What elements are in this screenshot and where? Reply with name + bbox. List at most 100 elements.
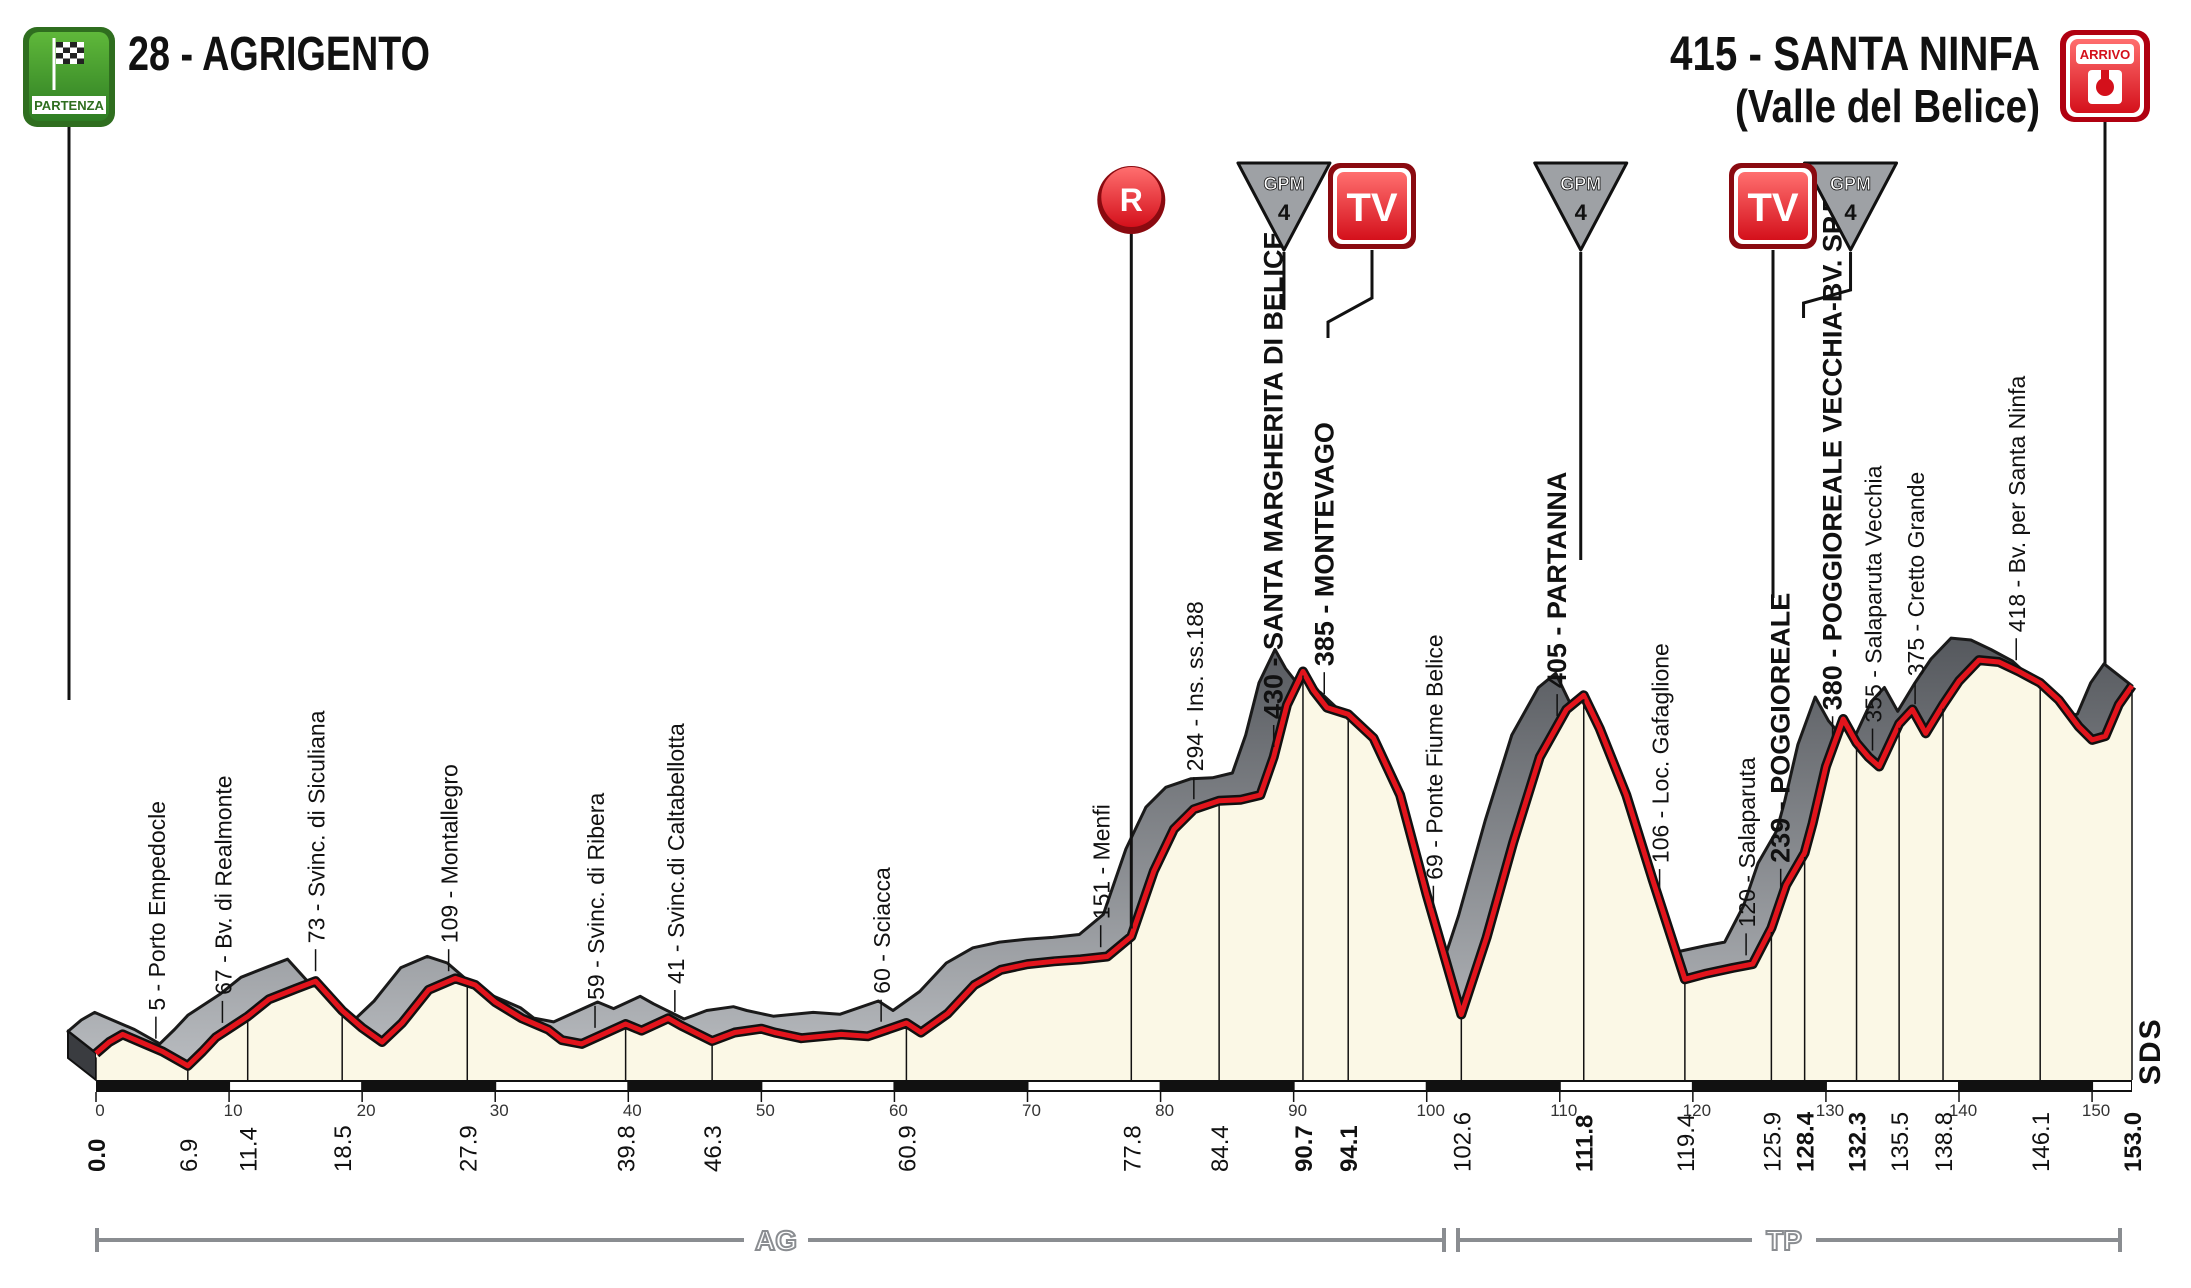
- x-tick-label: 140: [1949, 1101, 1977, 1120]
- place-label: 109 - Montallegro: [437, 764, 463, 943]
- km-label: 0.0: [84, 1139, 111, 1172]
- km-axis: 0 10 20 30 40 50 60 70 80 90 100 110 120 130 140 150 0.0…: [84, 1080, 2147, 1172]
- gpm-category: 4: [1278, 200, 1291, 225]
- region-label-tp: TP: [1766, 1225, 1802, 1256]
- place-label: 355 - Salaparuta Vecchia: [1861, 465, 1887, 722]
- x-tick-label: 70: [1022, 1101, 1041, 1120]
- x-tick-label: 150: [2082, 1101, 2110, 1120]
- gpm-category: 4: [1844, 200, 1857, 225]
- place-label: 5 - Porto Empedocle: [144, 801, 170, 1011]
- tv-icon: [1738, 172, 1808, 240]
- tv-icon: [1337, 172, 1407, 240]
- km-label: 94.1: [1336, 1125, 1363, 1172]
- tv-label: TV: [1747, 186, 1798, 230]
- gpm-category: 4: [1575, 200, 1588, 225]
- km-label: 77.8: [1119, 1125, 1146, 1172]
- x-tick-label: 80: [1155, 1101, 1174, 1120]
- region-label-ag: AG: [755, 1225, 797, 1256]
- place-label: 294 - Ins. ss.188: [1182, 601, 1208, 771]
- km-label: 119.4: [1673, 1114, 1700, 1172]
- x-tick-label: 130: [1816, 1101, 1844, 1120]
- km-label: 125.9: [1759, 1112, 1786, 1172]
- tv-marker: TV: [1729, 163, 1817, 249]
- route-markers: R GPM 4 GPM 4 GPM 4 TV TV: [1097, 161, 1899, 929]
- gpm-marker: GPM 4: [1236, 161, 1332, 252]
- place-label: 59 - Svinc. di Ribera: [583, 793, 609, 1000]
- km-label: 146.1: [2028, 1112, 2055, 1172]
- km-label: 39.8: [614, 1125, 641, 1172]
- km-label: 18.5: [330, 1125, 357, 1172]
- checkered-flag-icon: [52, 38, 84, 90]
- gpm-pole: [1802, 252, 1853, 318]
- km-label: 11.4: [236, 1127, 263, 1172]
- x-tick-label: 90: [1288, 1101, 1307, 1120]
- start-badge-label: PARTENZA: [34, 98, 104, 113]
- finish-line-icon: [2088, 70, 2122, 104]
- x-tick-label: 30: [490, 1101, 509, 1120]
- gpm-label: GPM: [1263, 174, 1304, 194]
- place-label: 239 - POGGIOREALE: [1766, 593, 1796, 863]
- region-bar-ag: AG: [95, 1222, 1446, 1257]
- profile-fill: [96, 660, 2132, 1080]
- gpm-label: GPM: [1560, 174, 1601, 194]
- finish-subtitle: (Valle del Belice): [1735, 80, 2040, 132]
- place-label: 430 - SANTA MARGHERITA DI BELICE: [1259, 231, 1289, 719]
- km-label: 27.9: [455, 1125, 482, 1172]
- finish-title: 415 - SANTA NINFA: [1670, 28, 2040, 81]
- km-label: 84.4: [1207, 1125, 1234, 1172]
- x-tick-label: 60: [889, 1101, 908, 1120]
- km-bar-segment: [1028, 1082, 1160, 1090]
- x-tick-label: 0: [95, 1101, 104, 1120]
- gpm-marker: GPM 4: [1533, 161, 1629, 252]
- x-tick-label: 10: [224, 1101, 243, 1120]
- place-label: 375 - Cretto Grande: [1903, 472, 1929, 677]
- place-label: 405 - PARTANNA: [1542, 472, 1572, 689]
- km-label: 153.0: [2120, 1112, 2147, 1172]
- place-label: 41 - Svinc.di Caltabellotta: [663, 723, 689, 984]
- km-bar-segment: [1560, 1082, 1692, 1090]
- x-tick-label: 110: [1550, 1101, 1577, 1120]
- tv-marker: TV: [1328, 163, 1416, 249]
- km-label: 6.9: [176, 1139, 203, 1172]
- place-label: 385 - MONTEVAGO: [1309, 422, 1339, 666]
- gpm-marker: GPM 4: [1803, 161, 1899, 252]
- gpm-triangle-icon: [1803, 161, 1899, 252]
- km-bar-segment: [230, 1082, 362, 1090]
- km-label: 135.5: [1887, 1112, 1914, 1172]
- km-bar-segment: [1826, 1082, 1959, 1090]
- km-label: 128.4: [1793, 1111, 1820, 1172]
- finish-badge: ARRIVO: [2060, 30, 2150, 122]
- gpm-triangle-icon: [1533, 161, 1629, 252]
- road-line: [94, 657, 2135, 1069]
- feed-zone-label: R: [1120, 182, 1143, 218]
- place-label: 418 - Bv. per Santa Ninfa: [2004, 375, 2030, 632]
- start-badge: PARTENZA: [23, 27, 115, 127]
- x-tick-label: 100: [1417, 1101, 1445, 1120]
- km-label: 138.8: [1931, 1112, 1958, 1172]
- gpm-label: GPM: [1830, 174, 1871, 194]
- x-tick-label: 20: [357, 1101, 376, 1120]
- x-tick-label: 40: [623, 1101, 642, 1120]
- place-label: 69 - Ponte Fiume Belice: [1421, 634, 1447, 879]
- km-label: 90.7: [1291, 1125, 1318, 1172]
- tv-pole: [1326, 250, 1374, 338]
- km-label: 102.6: [1449, 1112, 1476, 1172]
- feed-zone-icon-inner: [1101, 167, 1162, 227]
- profile-area: [66, 636, 2137, 1083]
- tv-label: TV: [1346, 186, 1397, 230]
- place-label: 73 - Svinc. di Siculiana: [304, 710, 330, 943]
- km-label: 46.3: [700, 1125, 727, 1172]
- km-bar-segment: [496, 1082, 628, 1090]
- brand-logo: SDS: [2134, 1017, 2167, 1085]
- place-label: 106 - Loc. Gafaglione: [1648, 643, 1674, 863]
- place-label: 120 - Salaparuta: [1734, 757, 1760, 927]
- gpm-triangle-icon: [1236, 161, 1332, 252]
- start-title: 28 - AGRIGENTO: [128, 28, 430, 81]
- finish-badge-label: ARRIVO: [2080, 47, 2131, 62]
- place-label: 151 - Menfi: [1089, 804, 1115, 919]
- km-bar-segment: [762, 1082, 894, 1090]
- place-label: 67 - Bv. di Realmonte: [210, 775, 236, 994]
- x-tick-label: 50: [756, 1101, 775, 1120]
- km-bar-segment: [1294, 1082, 1426, 1090]
